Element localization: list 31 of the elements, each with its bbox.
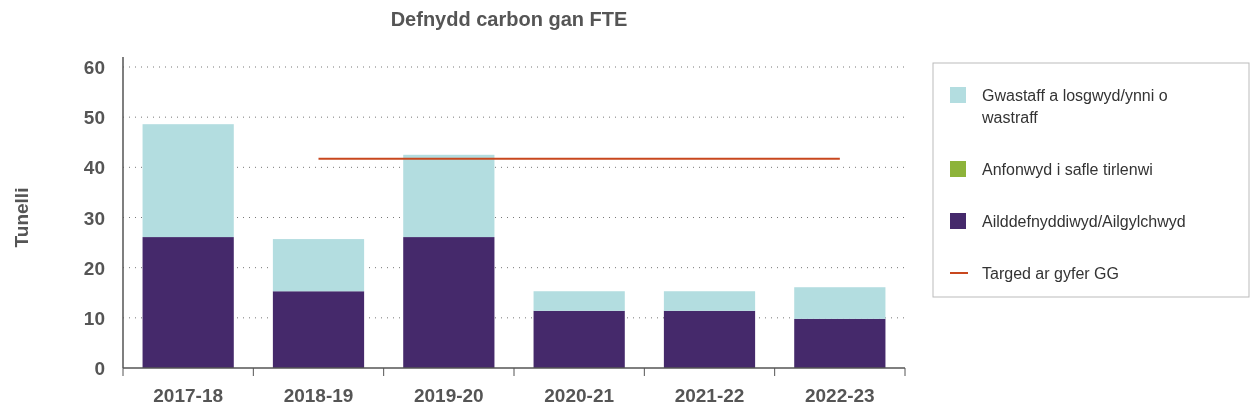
legend-label: Gwastaff a losgwyd/ynni o wastraff xyxy=(981,87,1168,126)
bar xyxy=(663,310,756,368)
bar xyxy=(533,310,625,368)
bar xyxy=(272,291,365,368)
y-tick-label: 30 xyxy=(83,207,105,229)
x-tick-label: 2019-20 xyxy=(413,385,484,406)
x-tick-label: 2022-23 xyxy=(804,385,875,406)
chart-title: Defnydd carbon gan FTE xyxy=(390,8,628,30)
bar xyxy=(142,237,234,368)
x-tick-label: 2017-18 xyxy=(153,385,224,406)
bar xyxy=(272,239,365,292)
y-tick-label: 50 xyxy=(83,107,105,129)
y-tick-label: 40 xyxy=(83,157,105,179)
bar xyxy=(794,287,886,319)
bar xyxy=(403,154,495,238)
x-tick-label: 2018-19 xyxy=(283,385,354,406)
y-tick-label: 60 xyxy=(83,57,105,78)
y-tick-label: 0 xyxy=(94,358,105,379)
y-tick-label: 10 xyxy=(83,307,105,329)
x-tick-label: 2021-22 xyxy=(674,385,745,406)
bar xyxy=(533,291,625,311)
x-tick-label: 2020-21 xyxy=(544,385,615,406)
legend-label: Targed ar gyfer GG xyxy=(982,265,1119,282)
bar xyxy=(794,318,886,368)
legend-label: Anfonwyd i safle tirlenwi xyxy=(982,161,1153,178)
y-axis-title: Tunelli xyxy=(11,187,32,248)
legend-label: Ailddefnyddiwyd/Ailgylchwyd xyxy=(982,213,1186,230)
y-tick-label: 20 xyxy=(83,257,105,279)
bar xyxy=(663,291,756,311)
bar xyxy=(142,124,234,238)
bar xyxy=(403,237,495,368)
